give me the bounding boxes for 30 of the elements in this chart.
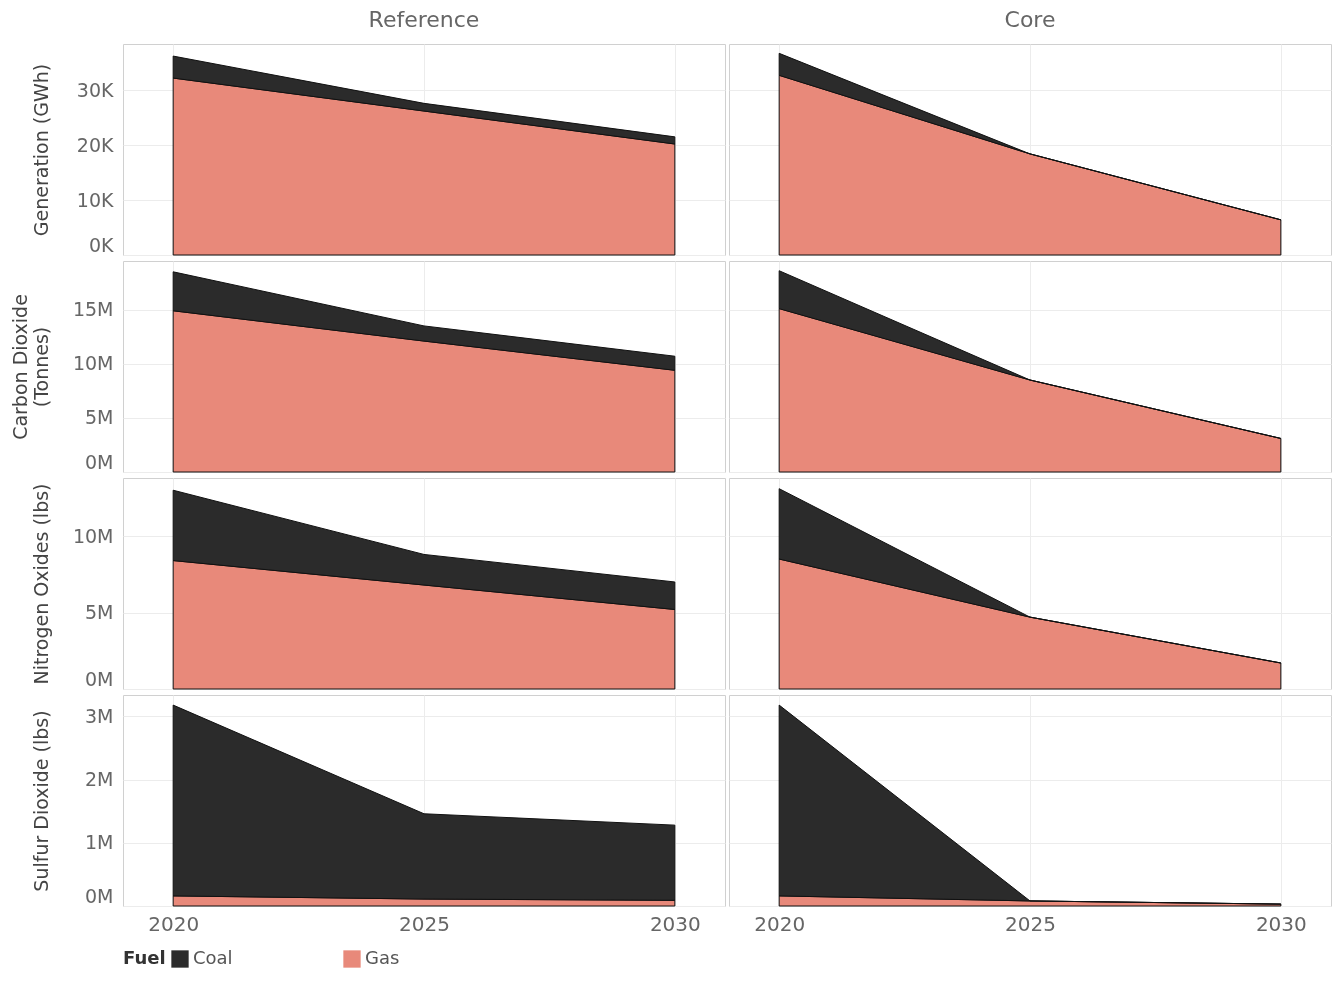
x-tick-label: 2025 xyxy=(399,911,450,936)
y-tick-label: 10M xyxy=(72,524,114,547)
y-tick-label: 20K xyxy=(76,133,115,156)
x-tick-label: 2020 xyxy=(148,911,200,936)
legend-title: Fuel xyxy=(123,947,166,968)
x-tick-label: 2030 xyxy=(1255,911,1307,936)
y-tick-label: 1M xyxy=(85,831,114,854)
y-tick-label: 3M xyxy=(85,704,114,727)
y-tick-label: 2M xyxy=(85,768,114,791)
legend-label: Gas xyxy=(365,947,400,968)
x-tick-label: 2020 xyxy=(754,911,806,936)
y-tick-label: 10M xyxy=(72,352,114,375)
y-tick-label: 0K xyxy=(88,233,115,256)
y-axis-title: Generation (GWh) xyxy=(29,63,52,237)
y-tick-label: 30K xyxy=(76,78,115,101)
legend-label: Coal xyxy=(193,947,233,968)
y-tick-label: 0M xyxy=(85,450,114,473)
y-axis-title: Nitrogen Oxides (lbs) xyxy=(29,483,52,685)
chart-title: Core xyxy=(1004,7,1056,32)
y-axis-title: Sulfur Dioxide (lbs) xyxy=(29,710,52,892)
y-tick-label: 5M xyxy=(85,406,114,429)
y-axis-title: Carbon Dioxide (Tonnes) xyxy=(8,294,52,440)
y-tick-label: 0M xyxy=(85,667,114,690)
x-tick-label: 2030 xyxy=(649,911,701,936)
x-tick-label: 2025 xyxy=(1005,911,1056,936)
chart-title: Reference xyxy=(368,7,480,32)
y-tick-label: 15M xyxy=(72,298,114,321)
y-tick-label: 5M xyxy=(85,601,114,624)
y-tick-label: 10K xyxy=(76,188,115,211)
y-tick-label: 0M xyxy=(85,884,114,907)
